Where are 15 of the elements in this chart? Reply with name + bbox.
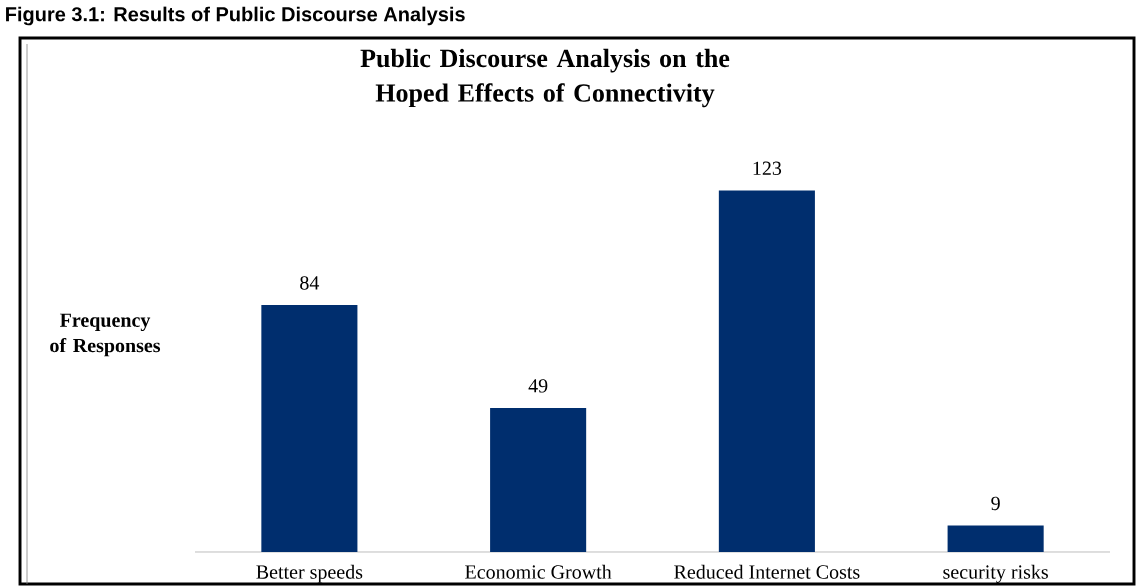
x-tick-label: Reduced Internet Costs bbox=[674, 564, 860, 579]
caption: Figure 3.1: Results of Public Discourse Analysis bbox=[6, 6, 465, 26]
bar bbox=[947, 525, 1044, 552]
bar bbox=[718, 190, 815, 552]
x-tick-label: Better speeds bbox=[256, 564, 363, 583]
data-label: 49 bbox=[528, 378, 548, 393]
y-axis-title: Frequency of Responses bbox=[50, 313, 161, 357]
data-label: 9 bbox=[991, 496, 1000, 510]
data-label: 123 bbox=[753, 161, 782, 175]
bar bbox=[261, 304, 358, 552]
data-label: 84 bbox=[300, 276, 320, 290]
x-tick-label: Economic Growth bbox=[465, 564, 612, 579]
chart-title: Public Discourse Analysis on the Hoped Effects of Connectivity bbox=[360, 48, 730, 107]
bar bbox=[490, 407, 587, 552]
x-tick-label: security risks bbox=[943, 564, 1048, 583]
